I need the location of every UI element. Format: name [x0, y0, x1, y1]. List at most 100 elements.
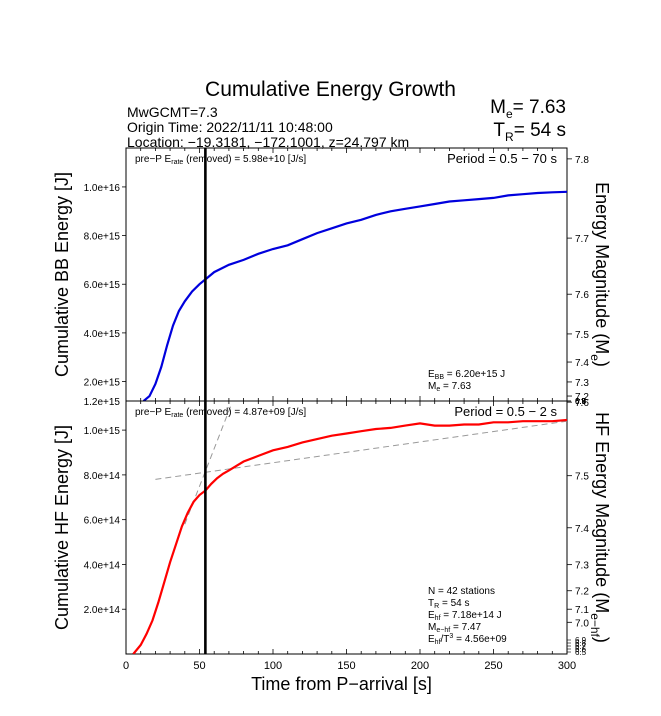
info-main: E [428, 369, 435, 380]
info-main: M [428, 622, 436, 633]
y2-tick-label: 7.5 [575, 330, 589, 341]
info-main: N = 42 stations [428, 586, 495, 597]
y2-label-end: ) [592, 637, 612, 643]
panel-frame [125, 147, 568, 402]
info-main: M [428, 381, 436, 392]
info-line: EBB = 6.20e+15 J [428, 369, 505, 381]
y2-tick-label: 7.1 [575, 605, 589, 616]
y2-tick-label: 6.8 [575, 639, 587, 648]
y2-tick-label: 6.5 [575, 397, 587, 406]
x-tick-label: 300 [558, 660, 576, 672]
y2-tick-label: 7.6 [575, 398, 589, 409]
info-line: N = 42 stations [428, 586, 495, 597]
y-axis-label: Cumulative HF Energy [J] [52, 425, 72, 630]
pre-p-label-sub: rate [171, 159, 183, 166]
y-tick-label: 4.0e+15 [84, 329, 121, 340]
y2-tick-label: 7.8 [575, 155, 589, 166]
y2-label-sub: e [588, 354, 602, 361]
y-axis-label: Cumulative BB Energy [J] [52, 172, 72, 377]
info-sub: R [434, 603, 439, 610]
info-main: T [428, 598, 434, 609]
y-tick-label: 1.2e+15 [84, 397, 121, 408]
info-line: Me = 7.63 [428, 381, 472, 393]
me-sub: e [505, 106, 513, 121]
me-value: = 7.63 [512, 97, 566, 118]
y-tick-label: 2.0e+14 [84, 605, 121, 616]
y-tick-label: 6.0e+14 [84, 516, 121, 527]
x-tick-label: 50 [193, 660, 205, 672]
info-sub: BB [435, 374, 445, 381]
y2-tick-label: 7.6 [575, 290, 589, 301]
period-label: Period = 0.5 − 2 s [454, 404, 557, 419]
event-magnitude: MwGCMT=7.3 [127, 104, 218, 120]
pre-p-label-rest: (removed) = 5.98e+10 [J/s] [183, 154, 306, 165]
pre-p-label-main: pre−P E [135, 154, 172, 165]
pre-p-label-rest: (removed) = 4.87e+09 [J/s] [183, 407, 306, 418]
tr-label: T [493, 120, 506, 141]
info-main: E [428, 610, 435, 621]
info-rest: = 54 s [439, 598, 469, 609]
info-sub: e−hf [436, 627, 450, 634]
y2-label-main: HF Energy Magnitude (M [592, 412, 612, 613]
y2-tick-label: 6.6 [575, 397, 587, 406]
y2-tick-label: 7.3 [575, 378, 589, 389]
y2-tick-label: 6.6 [575, 645, 587, 654]
info-line: Ehf/T3 = 4.56e+09 [428, 633, 507, 646]
info-sub: e [436, 386, 440, 393]
x-tick-label: 150 [337, 660, 355, 672]
info-rest: = 6.20e+15 J [444, 369, 505, 380]
y2-tick-label: 6.5 [575, 648, 587, 657]
rupture-duration-readout: TR= 54 s [493, 120, 566, 144]
info-tail: = 4.56e+09 [453, 634, 507, 645]
me-label: M [490, 97, 506, 118]
info-line: Ehf = 7.18e+14 J [428, 610, 502, 622]
bb-energy-panel: 2.0e+15 4.0e+15 6.0e+15 8.0e+15 1.0e+16 1.2e+… [52, 147, 612, 408]
pre-p-rate-label: pre−P Erate (removed) = 4.87e+09 [J/s] [135, 407, 306, 419]
energy-magnitude-readout: Me= 7.63 [490, 97, 566, 121]
y2-tick-label: 6.8 [575, 397, 587, 406]
info-sub: hf [435, 639, 441, 646]
info-line: Me−hf = 7.47 [428, 622, 481, 634]
y2-tick-label: 7.7 [575, 234, 589, 245]
info-sub: hf [435, 615, 441, 622]
y2-label-main: Energy Magnitude (M [592, 182, 612, 354]
figure-title: Cumulative Energy Growth [205, 78, 456, 101]
y2-tick-label: 7.5 [575, 472, 589, 483]
y2-tick-label: 6.9 [575, 636, 587, 645]
y-tick-label: 8.0e+14 [84, 471, 121, 482]
event-location: Location: −19.3181, −172.1001, z=24.797 … [127, 134, 410, 150]
y2-axis-label: Energy Magnitude (Me) [588, 182, 612, 367]
hf-energy-panel: 2.0e+14 4.0e+14 6.0e+14 8.0e+14 1.0e+15 7.0 7.… [52, 398, 612, 657]
origin-time: Origin Time: 2022/11/11 10:48:00 [127, 119, 333, 135]
energy-series-line [142, 190, 567, 401]
pre-p-label-sub: rate [171, 412, 183, 419]
y-tick-label: 1.0e+15 [84, 426, 121, 437]
pre-p-label-main: pre−P E [135, 407, 172, 418]
tr-value: = 54 s [513, 120, 566, 141]
fit-line [155, 420, 568, 480]
info-rest: = 7.18e+14 J [441, 610, 502, 621]
y2-tick-label: 7.2 [575, 392, 589, 403]
pre-p-rate-label: pre−P Erate (removed) = 5.98e+10 [J/s] [135, 154, 306, 166]
x-tick-label: 100 [264, 660, 282, 672]
info-rest: = 7.47 [450, 622, 481, 633]
y2-tick-label: 7.4 [575, 358, 589, 369]
y2-tick-label: 6.7 [575, 642, 587, 651]
info-rest: /T [441, 634, 450, 645]
y-tick-label: 8.0e+15 [84, 232, 121, 243]
y2-tick-label: 7.4 [575, 524, 589, 535]
info-rest: = 7.63 [440, 381, 471, 392]
time-x-axis: 0 50 100 150 200 250 300 Time from P−arrival [s… [123, 660, 576, 694]
x-axis-label: Time from P−arrival [s] [251, 674, 432, 694]
info-sup: 3 [449, 633, 453, 640]
y-tick-label: 4.0e+14 [84, 560, 121, 571]
energy-series-line [132, 418, 567, 654]
y2-tick-label: 6.7 [575, 397, 587, 406]
y2-label-sub: e−hf [588, 613, 602, 637]
x-tick-label: 0 [123, 660, 129, 672]
y-tick-label: 6.0e+15 [84, 280, 121, 291]
y2-label-end: ) [592, 361, 612, 367]
y2-tick-label: 7.3 [575, 561, 589, 572]
x-tick-label: 200 [411, 660, 429, 672]
